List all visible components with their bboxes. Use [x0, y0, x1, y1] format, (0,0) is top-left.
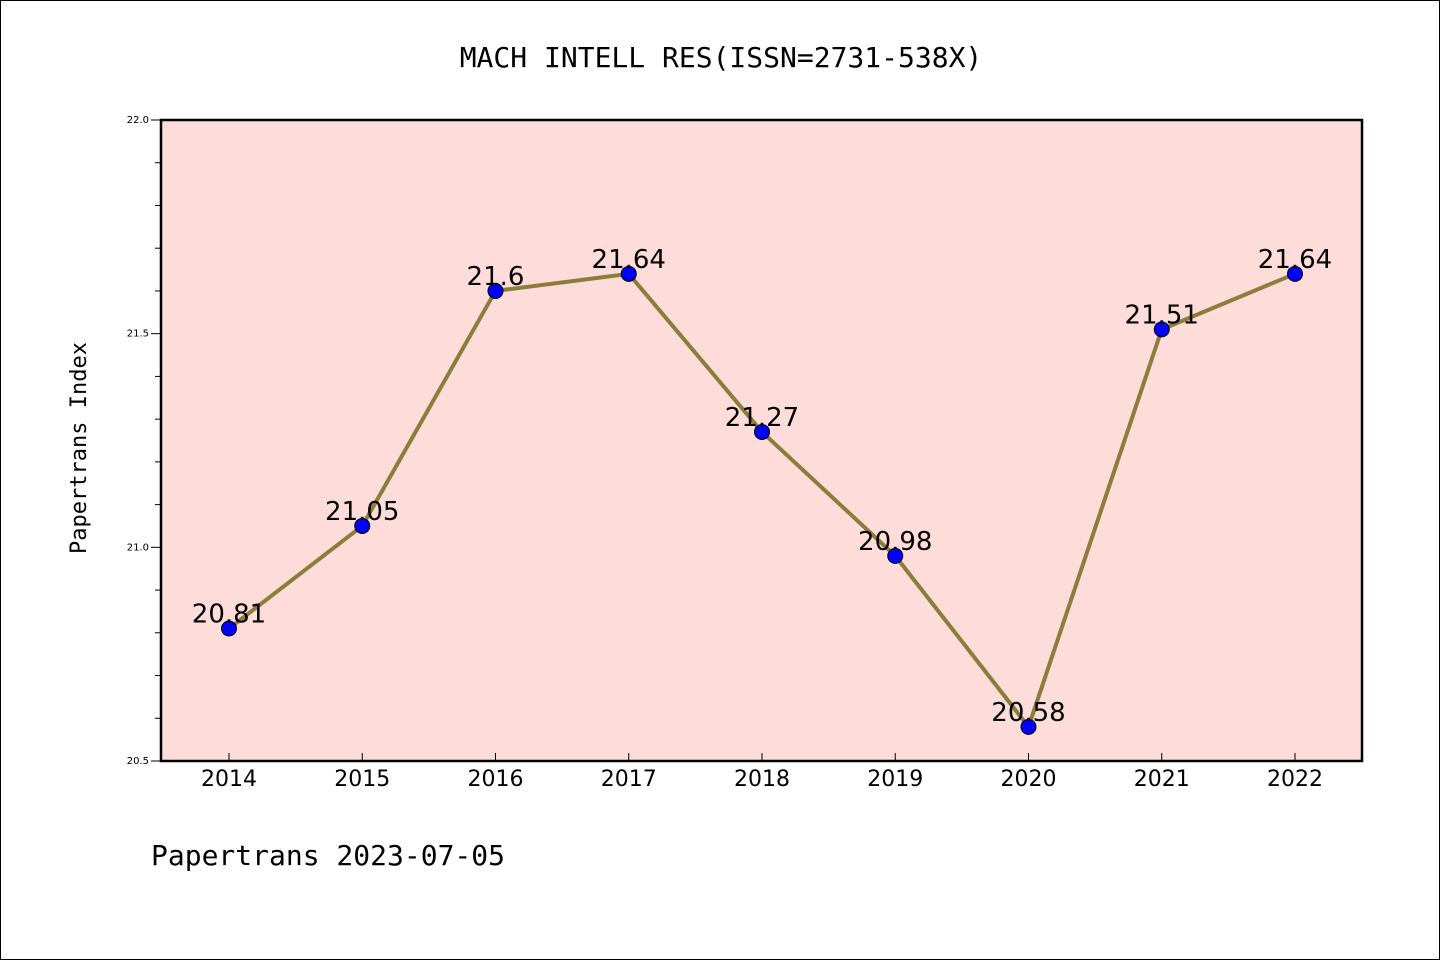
y-axis-label: Papertrans Index	[67, 342, 92, 554]
x-tick-label: 2022	[1267, 767, 1323, 792]
data-label: 21.6	[467, 262, 525, 292]
plot-frame	[159, 118, 1364, 763]
x-tick-label: 2018	[734, 767, 790, 792]
data-point	[754, 423, 770, 440]
data-point	[1287, 265, 1303, 282]
footer-text: Papertrans 2023-07-05	[151, 839, 505, 872]
data-point	[354, 517, 371, 534]
data-point	[887, 547, 904, 564]
x-tick-label: 2019	[867, 767, 923, 792]
data-label: 20.81	[192, 600, 266, 630]
y-tick-label: 22.0	[127, 115, 149, 126]
data-label: 21.51	[1125, 300, 1199, 330]
y-tick-label: 21.5	[127, 329, 149, 340]
y-tick-label: 21.0	[127, 542, 149, 553]
y-axis: 20.5 21.0 21.5 22.0	[127, 115, 161, 767]
y-tick-label: 20.5	[127, 756, 149, 767]
data-labels: 20.81 21.05 21.6 21.64 21.27 20.98 20.58 21.51 2…	[192, 245, 1332, 728]
data-label: 21.64	[592, 245, 666, 275]
series-line	[221, 265, 1303, 735]
x-tick-label: 2020	[1001, 767, 1057, 792]
data-point	[221, 620, 237, 637]
x-tick-label: 2014	[201, 767, 257, 792]
x-tick-label: 2021	[1134, 767, 1190, 792]
data-label: 20.98	[858, 527, 932, 557]
data-label: 20.58	[991, 698, 1065, 728]
chart-title: MACH INTELL RES(ISSN=2731-538X)	[460, 41, 983, 74]
data-point	[1020, 718, 1037, 735]
data-label: 21.27	[725, 403, 799, 433]
x-tick-label: 2015	[334, 767, 390, 792]
x-tick-label: 2017	[601, 767, 657, 792]
data-point	[487, 282, 504, 299]
data-point	[1153, 321, 1170, 338]
data-label: 21.05	[325, 497, 399, 527]
data-label: 21.64	[1258, 245, 1332, 275]
x-axis: 2014 2015 2016 2017 2018 2019 2020 2021 2022	[201, 753, 1323, 792]
plot-area	[161, 120, 1362, 761]
data-point	[620, 265, 637, 282]
x-tick-label: 2016	[468, 767, 524, 792]
